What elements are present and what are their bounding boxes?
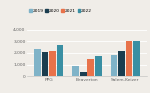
Bar xyxy=(42,52,48,76)
Bar xyxy=(126,41,132,76)
Legend: 2019, 2020, 2021, 2022: 2019, 2020, 2021, 2022 xyxy=(29,9,92,13)
Bar xyxy=(72,66,79,76)
Bar xyxy=(118,51,125,76)
Bar xyxy=(34,49,40,76)
Bar xyxy=(95,56,102,76)
Bar xyxy=(49,51,56,76)
Bar xyxy=(87,59,94,76)
Bar xyxy=(80,72,87,76)
Bar xyxy=(134,41,140,76)
Bar xyxy=(111,55,117,76)
Bar xyxy=(57,45,63,76)
